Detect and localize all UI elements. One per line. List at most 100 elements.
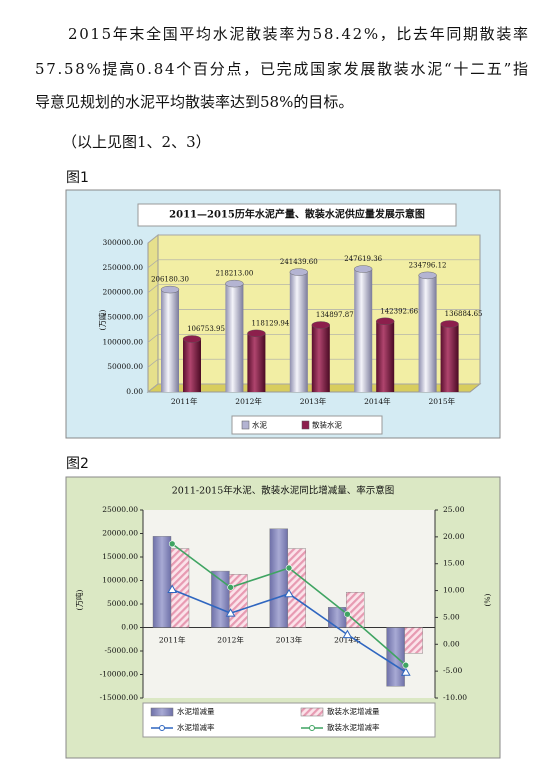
legend-label: 水泥增减率 xyxy=(177,722,215,732)
legend-marker xyxy=(309,725,315,731)
y-tick-label: 0.00 xyxy=(121,623,138,632)
chart-title: 2011-2015年水泥、散装水泥同比增减量、率示意图 xyxy=(172,485,395,497)
point xyxy=(284,588,294,598)
bar-top xyxy=(160,285,180,294)
point xyxy=(168,540,176,548)
bar-top xyxy=(418,271,437,280)
y-tick-label: -10000.00 xyxy=(100,670,139,679)
bar xyxy=(404,627,423,654)
paragraph-line: 57.58%提高0.84个百分点，已完成国家发展散装水泥“十二五”指 xyxy=(35,60,528,78)
legend-swatch xyxy=(241,420,250,430)
data-label: 247619.36 xyxy=(344,255,382,263)
data-label: 142392.66 xyxy=(380,307,418,315)
point xyxy=(400,667,411,676)
bar xyxy=(183,338,201,392)
y-tick-label: 300000.00 xyxy=(102,238,143,247)
data-label: 106753.95 xyxy=(187,325,225,333)
bar xyxy=(418,275,437,392)
x-tick-label: 2014年 xyxy=(334,635,361,645)
y2-axis-title: (%) xyxy=(483,593,492,606)
grid-line xyxy=(147,284,480,293)
data-label: 241439.60 xyxy=(280,258,318,266)
y-axis-title: (万吨) xyxy=(74,590,84,611)
bar-top xyxy=(311,321,330,329)
grid-line xyxy=(147,259,480,269)
y-tick-label: -15000.00 xyxy=(100,693,139,702)
y-tick-label: 15000.00 xyxy=(102,552,138,561)
y-tick-label: 0.00 xyxy=(126,387,143,396)
title-box xyxy=(137,203,457,227)
bar xyxy=(161,289,179,392)
figure-label: 图2 xyxy=(66,456,89,472)
bar xyxy=(376,321,395,392)
bar xyxy=(311,325,330,392)
bar-top xyxy=(289,268,308,276)
y-tick-label: 250000.00 xyxy=(102,263,143,272)
y2-tick-label: 15.00 xyxy=(443,559,465,568)
legend-label: 散装水泥增减量 xyxy=(327,706,380,716)
data-label: 206180.30 xyxy=(151,276,189,284)
y2-tick-label: 10.00 xyxy=(443,586,465,595)
note: （以上见图1、2、3） xyxy=(62,133,211,151)
y-axis-title: (万吨) xyxy=(97,310,107,331)
data-label: 134897.87 xyxy=(316,311,354,319)
bar xyxy=(440,324,459,392)
bar xyxy=(247,333,266,392)
y-tick-label: 100000.00 xyxy=(102,337,143,346)
grid-line xyxy=(147,383,480,393)
bar-top xyxy=(182,335,202,343)
y2-tick-label: 20.00 xyxy=(443,532,465,541)
point xyxy=(225,608,236,617)
y-tick-label: 5000.00 xyxy=(107,599,138,608)
legend-swatch xyxy=(301,420,310,430)
point xyxy=(167,584,178,593)
x-tick-label: 2011年 xyxy=(171,396,198,406)
chart-title: 2011—2015历年水泥产量、散装水泥供应量发展示意图 xyxy=(169,208,425,221)
data-label: 136884.65 xyxy=(445,310,483,318)
grid-line xyxy=(147,358,480,368)
y-tick-label: 25000.00 xyxy=(102,505,138,514)
paragraph-line: 2015年末全国平均水泥散装率为58.42%，比去年同期散装率 xyxy=(68,25,528,43)
bar-top xyxy=(354,265,373,273)
bar-top xyxy=(376,317,395,325)
bar xyxy=(346,592,365,628)
grid-line xyxy=(147,333,480,343)
data-label: 118129.94 xyxy=(251,319,289,327)
bar-top xyxy=(247,329,266,338)
x-tick-label: 2012年 xyxy=(217,635,244,645)
legend-swatch xyxy=(150,707,174,717)
x-tick-label: 2013年 xyxy=(300,396,327,406)
y-tick-label: 150000.00 xyxy=(102,313,143,322)
legend-swatch xyxy=(300,707,324,717)
x-tick-label: 2014年 xyxy=(364,396,391,406)
grid-line xyxy=(147,309,480,318)
figure-label: 图1 xyxy=(66,170,89,186)
bar xyxy=(225,283,244,392)
point xyxy=(285,564,293,572)
bar-top xyxy=(225,279,244,288)
y2-tick-label: -10.00 xyxy=(443,693,467,702)
x-tick-label: 2012年 xyxy=(235,396,262,406)
grid-line xyxy=(147,234,480,244)
y2-tick-label: 5.00 xyxy=(443,612,460,621)
data-label: 218213.00 xyxy=(215,270,253,278)
legend-label: 水泥 xyxy=(252,420,267,430)
bar xyxy=(269,528,288,628)
legend-label: 水泥增减量 xyxy=(177,706,215,716)
legend-label: 散装水泥 xyxy=(312,420,342,430)
data-label: 234796.12 xyxy=(409,261,447,269)
point xyxy=(342,629,353,639)
legend-label: 散装水泥增减率 xyxy=(327,722,380,732)
x-tick-label: 2015年 xyxy=(429,396,456,406)
point xyxy=(227,584,234,591)
point xyxy=(344,610,351,618)
bar xyxy=(152,536,172,628)
y2-tick-label: -5.00 xyxy=(443,666,462,675)
y-tick-label: 50000.00 xyxy=(107,362,143,371)
y-tick-label: 200000.00 xyxy=(102,288,143,297)
legend-box xyxy=(142,702,436,738)
y-tick-label: 10000.00 xyxy=(102,576,138,585)
y-tick-label: -5000.00 xyxy=(104,646,138,655)
